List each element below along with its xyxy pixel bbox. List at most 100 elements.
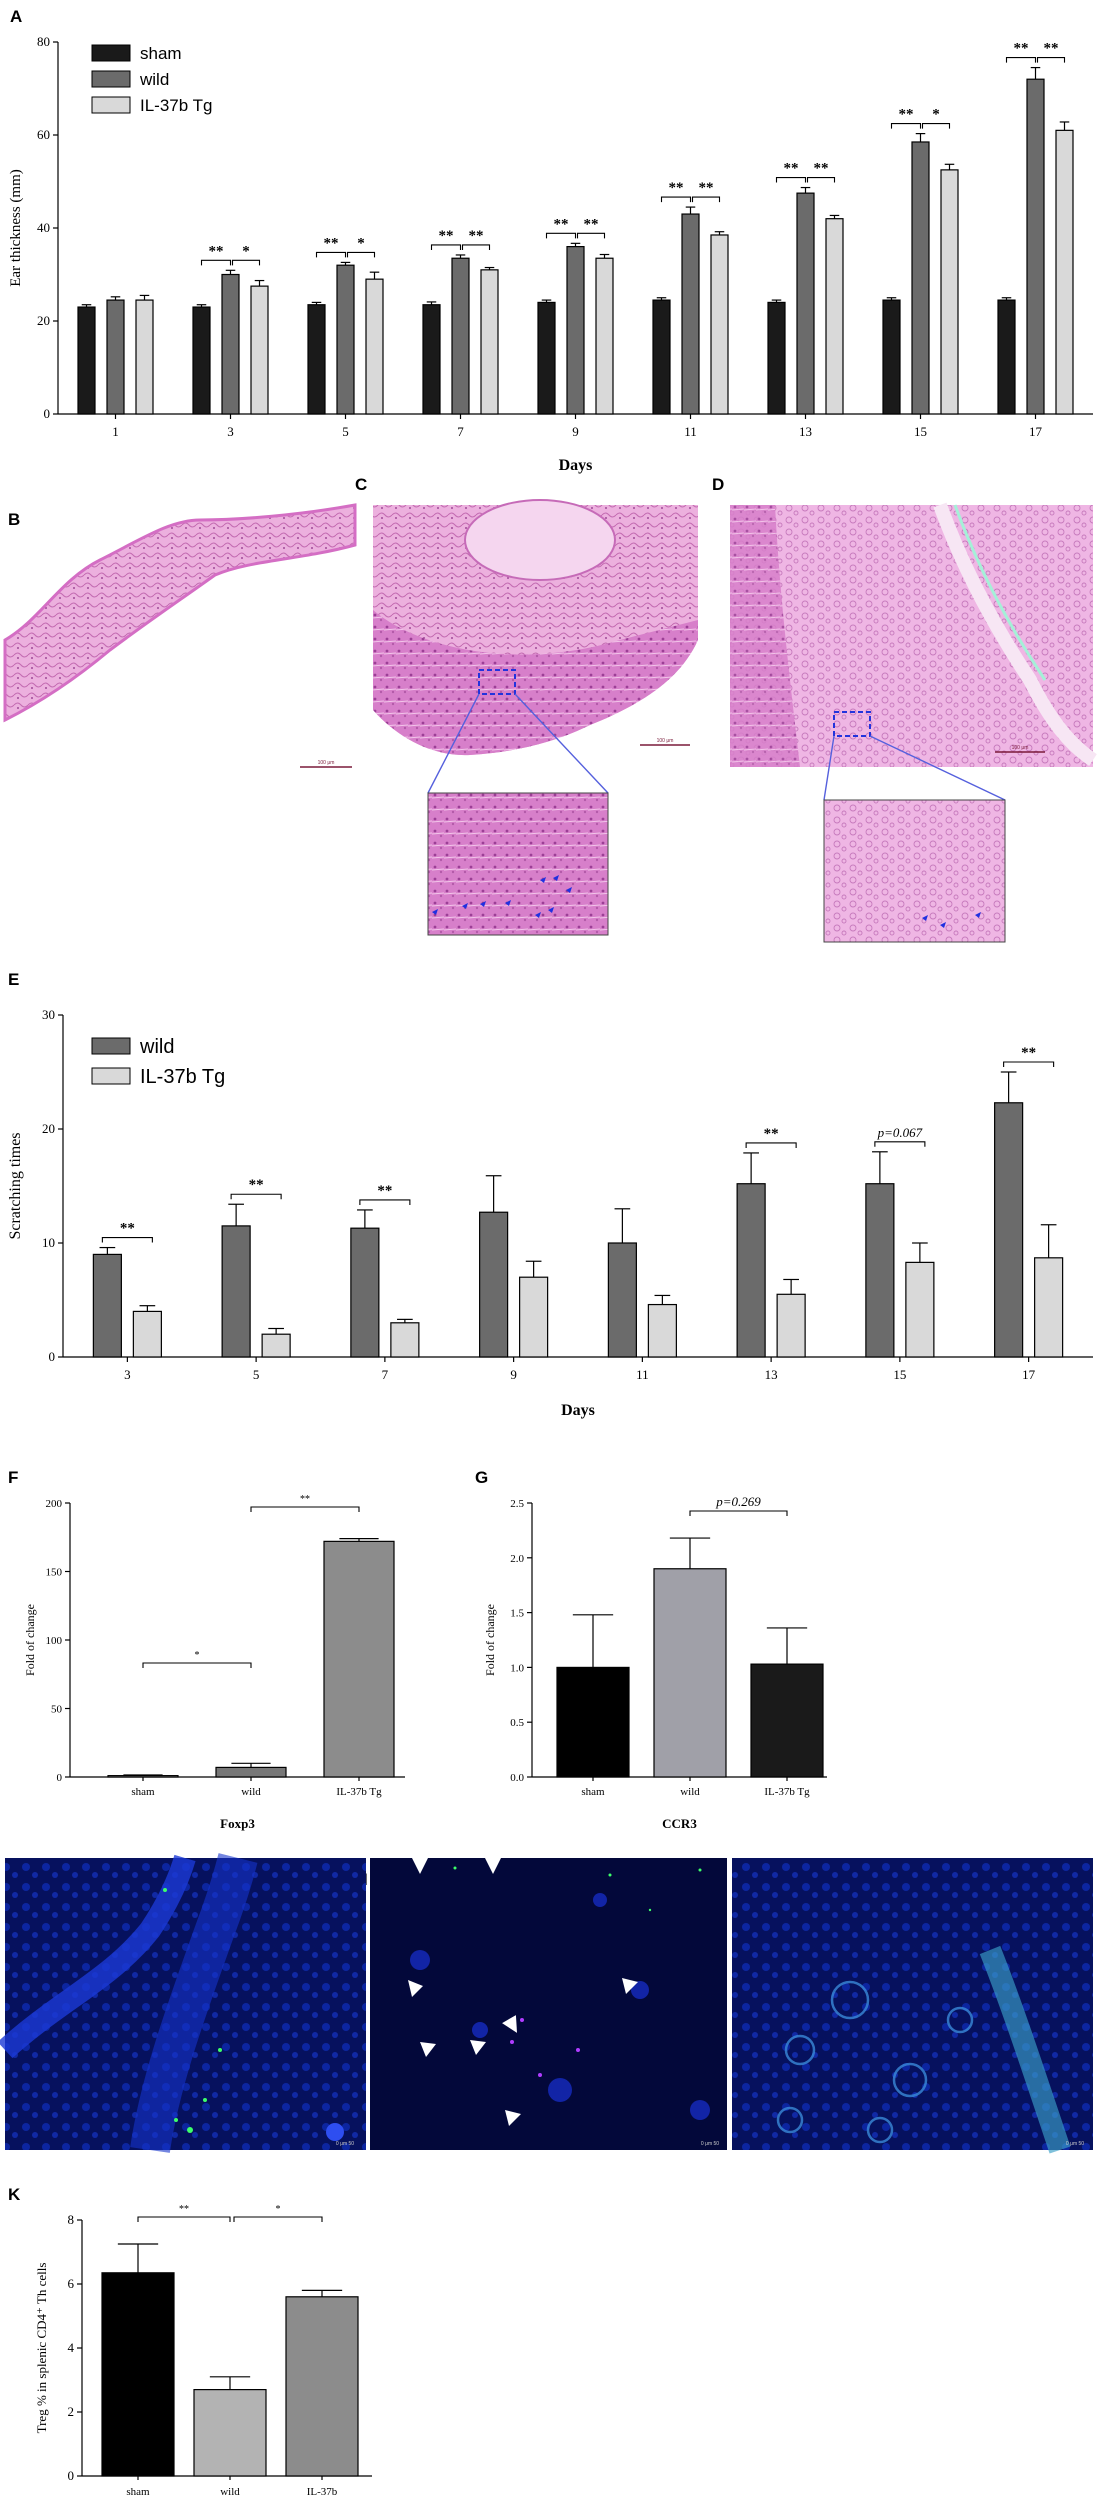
y-tick-label: 1.0 <box>510 1662 524 1674</box>
legend-swatch <box>91 1067 131 1085</box>
x-tick-label: 9 <box>510 1367 517 1382</box>
fluorescence-i: 0 μm 50 <box>370 1858 727 2150</box>
x-tick-label: 17 <box>1022 1367 1036 1382</box>
x-tick-label: 11 <box>636 1367 649 1382</box>
significance-label: ** <box>300 1494 310 1505</box>
bar <box>1026 78 1045 415</box>
y-tick-label: 50 <box>51 1704 63 1716</box>
x-tick-label: 5 <box>342 424 349 439</box>
bar <box>652 299 671 415</box>
panel-letter-b: B <box>8 510 20 529</box>
significance-label: ** <box>1044 41 1059 57</box>
bar <box>736 1183 766 1358</box>
y-tick-label: 0 <box>68 2468 75 2483</box>
significance-label: ** <box>1014 41 1029 57</box>
bar <box>776 1293 806 1358</box>
y-tick-label: 60 <box>37 127 50 142</box>
bar <box>92 1253 122 1358</box>
bar <box>796 192 815 415</box>
significance-label: ** <box>249 1177 264 1193</box>
bar <box>422 304 441 415</box>
y-tick-label: 0 <box>57 1772 63 1784</box>
micrograph-c: 100 μm <box>373 499 698 936</box>
bar <box>997 299 1016 415</box>
fluorescence-j: 0 μm 50 <box>732 1858 1093 2154</box>
y-tick-label: 2.5 <box>510 1498 524 1510</box>
panel-letter-d: D <box>712 475 724 494</box>
significance-bracket <box>660 196 692 203</box>
bar <box>882 299 901 415</box>
bar <box>537 301 556 415</box>
y-axis-label: Ear thickness (mm) <box>8 169 24 286</box>
y-tick-label: 6 <box>68 2276 75 2291</box>
legend-label: IL-37b Tg <box>140 96 212 115</box>
bar <box>479 1211 509 1358</box>
x-tick-label: 3 <box>124 1367 131 1382</box>
panel-letter-g: G <box>475 1468 488 1487</box>
bar <box>940 169 959 415</box>
legend-swatch <box>91 70 131 88</box>
legend-swatch <box>91 44 131 62</box>
x-tick-label: 3 <box>227 424 234 439</box>
significance-bracket <box>315 251 347 258</box>
y-tick-label: 8 <box>68 2212 75 2227</box>
y-axis-label: Fold of change <box>23 1604 37 1676</box>
significance-label: p=0.269 <box>715 1494 761 1509</box>
significance-label: ** <box>439 228 454 244</box>
x-tick-label: IL-37b Tg <box>764 1786 810 1798</box>
significance-bracket <box>430 244 462 250</box>
significance-label: ** <box>377 1183 392 1199</box>
bar <box>865 1183 895 1358</box>
significance-bracket <box>346 251 376 258</box>
x-axis-label: Foxp3 <box>220 1816 255 1831</box>
significance-label: ** <box>1021 1045 1036 1061</box>
significance-bracket <box>689 1510 788 1516</box>
bar <box>681 213 700 415</box>
y-axis-label: Treg % in splenic CD4⁺ Th cells <box>34 2263 49 2434</box>
bar <box>519 1276 549 1358</box>
panel-letter-c: C <box>355 475 367 494</box>
bar <box>994 1102 1024 1358</box>
x-tick-label: wild <box>241 1786 261 1798</box>
significance-bracket <box>461 244 491 250</box>
bar <box>480 269 499 415</box>
x-tick-label: 5 <box>253 1367 260 1382</box>
scale-bar-b: 100 μm <box>318 760 335 766</box>
x-tick-label: 11 <box>684 424 697 439</box>
significance-bracket <box>142 1662 252 1668</box>
scale-bar-j: 0 μm 50 <box>1066 2141 1084 2147</box>
bar <box>767 301 786 415</box>
x-axis-label: Days <box>561 1402 595 1419</box>
x-tick-label: sham <box>126 2486 150 2498</box>
significance-bracket <box>250 1506 360 1512</box>
legend-swatch <box>91 96 131 114</box>
significance-label: ** <box>764 1126 779 1142</box>
x-tick-label: wild <box>220 2486 240 2498</box>
x-tick-label: 1 <box>112 424 119 439</box>
scale-bar-h: 0 μm 50 <box>336 2141 354 2147</box>
chart-g-ccr3: 0.0 0.5 1.0 1.5 2.0 2.5 Fold of change CCR3 sham… <box>483 1494 827 1831</box>
micrograph-b: 100 μm <box>3 503 357 768</box>
significance-label: p=0.067 <box>877 1125 923 1140</box>
y-tick-label: 20 <box>42 1121 55 1136</box>
significance-bracket <box>806 176 836 183</box>
significance-label: ** <box>584 216 599 232</box>
bar <box>390 1322 420 1358</box>
bar <box>101 2272 175 2477</box>
x-axis-label: CCR3 <box>662 1816 697 1831</box>
legend-label: wild <box>139 1036 174 1058</box>
x-tick-label: 13 <box>799 424 812 439</box>
bar <box>1034 1257 1064 1358</box>
scale-bar-c: 100 μm <box>657 738 674 744</box>
significance-label: ** <box>699 180 714 196</box>
x-tick-label: 7 <box>457 424 464 439</box>
bar <box>132 1310 162 1358</box>
significance-bracket <box>101 1237 153 1243</box>
bar <box>250 285 269 415</box>
chart-k-treg: 0 2 4 6 8 Treg % in splenic CD4⁺ Th cells sham… <box>34 2204 372 2498</box>
significance-label: * <box>242 243 250 259</box>
bar <box>607 1242 637 1358</box>
bar <box>595 257 614 415</box>
